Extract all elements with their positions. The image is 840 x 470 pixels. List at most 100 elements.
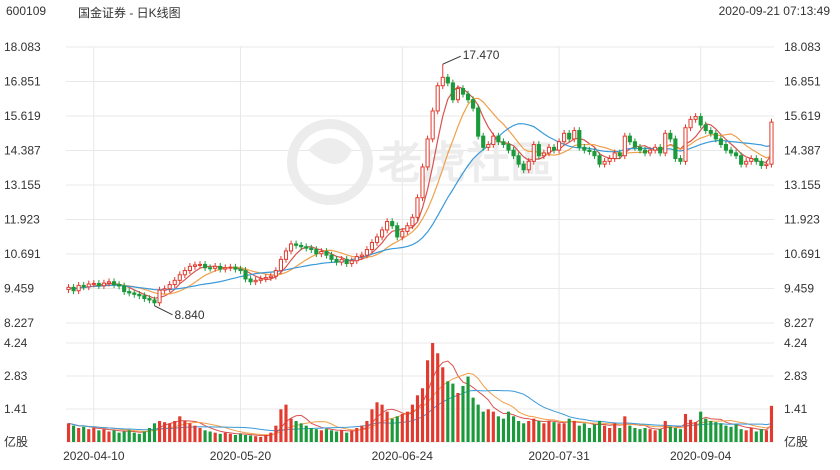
candle-body — [203, 263, 208, 269]
volume-bar — [476, 404, 480, 442]
volume-tick-label: 2.83 — [784, 369, 808, 383]
candle-body — [683, 127, 688, 162]
candle-body — [283, 250, 289, 260]
volume-bar — [97, 430, 101, 442]
volume-bars — [66, 343, 774, 442]
volume-bar — [461, 385, 465, 442]
volume-bar — [233, 434, 237, 442]
volume-bar — [572, 420, 576, 442]
candle-body — [557, 141, 562, 151]
candle-body — [81, 284, 86, 288]
candle-body — [562, 132, 567, 143]
volume-bar — [375, 402, 379, 442]
candle-body — [268, 275, 273, 279]
candle-body — [390, 221, 395, 227]
volume-bar — [592, 424, 597, 442]
candle-body — [637, 146, 643, 151]
candle-body — [455, 88, 460, 101]
candle-body — [147, 298, 152, 301]
candle-body — [728, 149, 734, 154]
candle-body — [587, 149, 592, 153]
volume-bar — [198, 427, 202, 442]
candle-body — [582, 146, 587, 151]
price-tick-label: 8.227 — [4, 316, 34, 330]
candle-body — [96, 282, 101, 287]
candle-body — [157, 289, 162, 304]
candle-body — [182, 270, 187, 276]
volume-tick-label: 2.83 — [4, 369, 28, 383]
candle-body — [450, 82, 455, 101]
candle-body — [152, 299, 157, 304]
volume-bar — [112, 430, 116, 442]
candle-body — [162, 288, 167, 291]
volume-tick-label: 1.41 — [784, 402, 808, 416]
volume-bar — [223, 432, 227, 442]
volume-bar — [658, 429, 662, 442]
volume-bar — [365, 420, 369, 442]
volume-bar — [749, 427, 753, 442]
candle-body — [663, 132, 668, 154]
price-axis-right: 18.083 16.851 15.619 14.387 13.155 11.923 10.6… — [784, 40, 821, 330]
candle-body — [703, 124, 708, 132]
volume-bar — [350, 430, 354, 442]
volume-bar — [729, 426, 733, 442]
volume-bar — [587, 427, 591, 442]
volume-bar — [557, 423, 561, 442]
moving-average-lines — [68, 86, 773, 299]
volume-bar — [491, 411, 495, 442]
volume-bar — [613, 423, 617, 442]
volume-bar — [668, 426, 672, 442]
candle-body — [420, 166, 425, 199]
volume-bar — [405, 411, 409, 442]
candle-body — [688, 118, 693, 129]
candle-body — [476, 107, 481, 137]
candle-body — [187, 265, 192, 272]
candle-body — [713, 132, 718, 140]
price-tick-label: 13.155 — [784, 178, 821, 192]
volume-bar — [102, 429, 106, 442]
candle-body — [642, 149, 648, 154]
price-tick-label: 15.619 — [784, 109, 821, 123]
volume-bar — [527, 420, 531, 442]
candle-body — [314, 249, 319, 255]
volume-tick-label: 1.41 — [4, 402, 28, 416]
candle-body — [445, 76, 450, 84]
volume-bar — [734, 424, 738, 442]
volume-bar — [82, 426, 86, 442]
volume-bar — [203, 430, 207, 442]
price-tick-label: 15.619 — [4, 109, 41, 123]
candle-body — [228, 266, 233, 269]
candle-body — [334, 258, 339, 263]
candle-body — [481, 135, 486, 148]
candle-body — [137, 293, 142, 297]
candle-body — [238, 268, 243, 272]
price-tick-label: 13.155 — [4, 178, 41, 192]
candle-body — [551, 146, 557, 151]
volume-bar — [147, 427, 152, 442]
volume-bar — [340, 430, 344, 442]
volume-bar — [132, 432, 136, 442]
candle-body — [273, 270, 278, 277]
candle-body — [233, 266, 238, 270]
candle-body — [66, 286, 71, 291]
candle-body — [648, 149, 653, 154]
volume-bar — [633, 427, 637, 442]
chart-title: 国金证券 - 日K线图 — [78, 6, 181, 20]
candle-body — [253, 279, 258, 283]
volume-bar — [410, 404, 414, 442]
volume-bar — [183, 420, 187, 442]
candle-body — [435, 85, 440, 112]
volume-axis-right: 4.24 2.83 1.41 亿股 — [784, 336, 808, 449]
volume-bar — [466, 376, 470, 442]
volume-bar — [496, 416, 500, 442]
volume-bar — [704, 418, 708, 442]
candle-body — [319, 251, 324, 255]
x-tick-label: 2020-06-24 — [372, 449, 434, 463]
volume-bar — [319, 430, 323, 442]
candle-body — [592, 151, 597, 157]
volume-bar — [329, 430, 334, 442]
volume-bar — [137, 433, 141, 442]
candle-body — [708, 130, 713, 134]
candle-body — [673, 138, 678, 160]
volume-bar — [739, 429, 743, 442]
